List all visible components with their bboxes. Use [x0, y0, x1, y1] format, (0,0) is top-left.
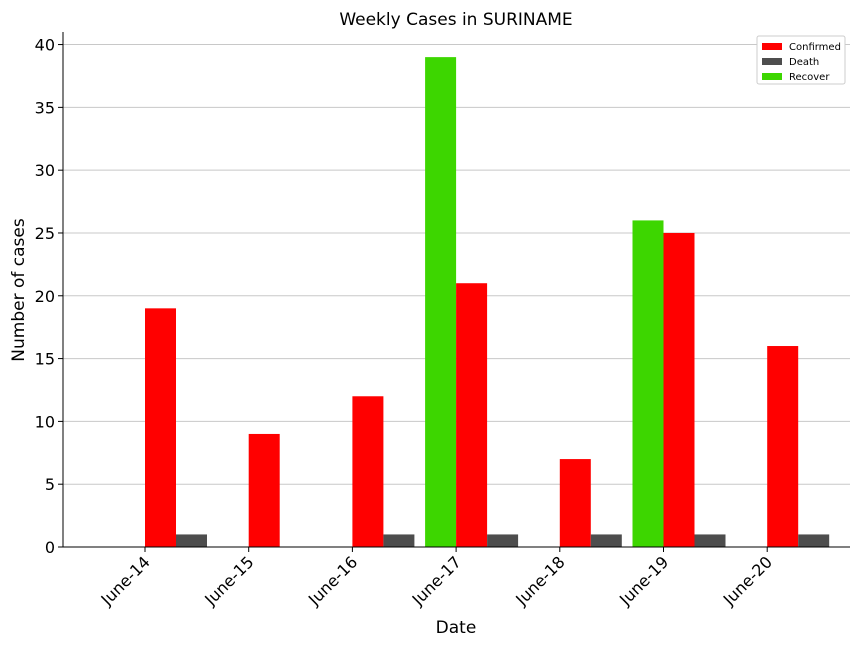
x-tick-label: June-15: [200, 552, 257, 609]
legend-label: Confirmed: [789, 42, 841, 53]
x-tick-label: June-19: [615, 552, 672, 609]
bar-recover: [425, 57, 457, 548]
y-ticks: 0 5 10 15 20 25 30 35 40: [35, 36, 63, 557]
bar-confirmed: [663, 232, 695, 547]
y-tick-label: 30: [35, 161, 55, 180]
bars: [145, 57, 830, 548]
x-tick-label: June-17: [408, 552, 465, 609]
bar-death: [383, 534, 415, 547]
bar-death: [694, 534, 726, 547]
y-tick-label: 40: [35, 36, 55, 55]
x-ticks: June-14 June-15 June-16 June-17 June-18 June-…: [97, 547, 776, 610]
y-tick-label: 15: [35, 350, 55, 369]
legend-label: Recover: [789, 72, 830, 83]
y-tick-label: 0: [45, 538, 55, 557]
bar-death: [487, 534, 519, 547]
y-axis-label: Number of cases: [9, 218, 29, 362]
y-tick-label: 10: [35, 412, 55, 431]
bar-confirmed: [248, 433, 280, 547]
x-tick-label: June-20: [719, 552, 776, 609]
legend-swatch: [762, 43, 782, 50]
legend-swatch: [762, 58, 782, 65]
legend: Confirmed Death Recover: [756, 35, 846, 85]
bar-confirmed: [145, 308, 176, 547]
legend-label: Death: [789, 57, 819, 68]
y-tick-label: 25: [35, 224, 55, 243]
bar-confirmed: [559, 459, 591, 547]
y-tick-label: 35: [35, 98, 55, 117]
x-tick-label: June-14: [97, 552, 154, 609]
bar-death: [590, 534, 622, 547]
bar-confirmed: [352, 396, 384, 547]
chart-title: Weekly Cases in SURINAME: [339, 10, 572, 30]
bar-death: [798, 534, 830, 547]
bar-death: [176, 534, 207, 547]
bar-confirmed: [767, 346, 799, 547]
bar-recover: [632, 220, 664, 548]
legend-swatch: [762, 73, 782, 80]
x-tick-label: June-16: [304, 552, 361, 609]
y-tick-label: 20: [35, 287, 55, 306]
x-tick-label: June-18: [511, 552, 568, 609]
x-axis-label: Date: [436, 618, 477, 638]
bar-confirmed: [456, 283, 488, 547]
y-tick-label: 5: [45, 475, 55, 494]
